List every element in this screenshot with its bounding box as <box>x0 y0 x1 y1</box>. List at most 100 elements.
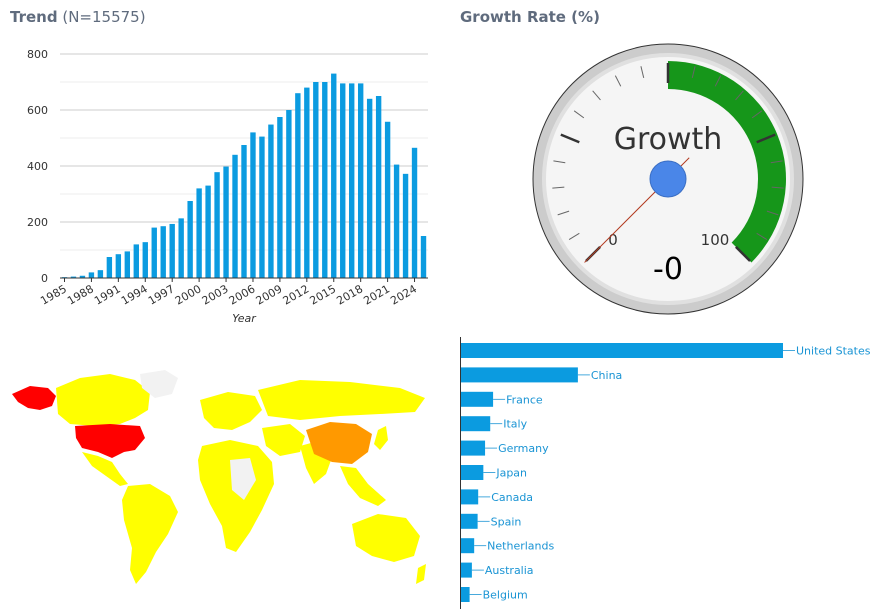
trend-y-tick-label: 800 <box>27 48 48 61</box>
trend-bar <box>402 173 409 278</box>
trend-y-tick-label: 200 <box>27 216 48 229</box>
gauge-value: -0 <box>653 252 683 287</box>
trend-bar <box>223 166 229 278</box>
trend-bar <box>88 272 95 278</box>
gauge-tick <box>557 210 570 216</box>
hbar-label: Spain <box>491 515 522 528</box>
hbar-bar <box>461 416 491 432</box>
hbar-label: Japan <box>495 467 527 480</box>
trend-bar-chart: 0200400600800198519881991199419972000200… <box>27 48 428 325</box>
gauge-tick <box>756 133 776 144</box>
trend-bar <box>322 82 328 278</box>
hbar-bar <box>461 587 470 602</box>
gauge-tick <box>568 232 580 241</box>
gauge-tick <box>553 160 566 164</box>
trend-bar <box>160 226 166 278</box>
trend-bar <box>331 73 337 278</box>
trend-bar <box>187 201 193 278</box>
hbar-label: Belgium <box>483 589 528 602</box>
hbar-bar <box>461 538 475 554</box>
hbar-bar <box>461 562 472 578</box>
trend-bar <box>375 96 382 278</box>
gauge-tick <box>592 90 601 101</box>
map-region-australia <box>352 514 420 562</box>
trend-title-bold: Trend <box>10 8 58 26</box>
trend-bar <box>295 93 301 278</box>
hbar-label: Australia <box>485 564 534 577</box>
hbar-label: China <box>591 369 622 382</box>
trend-bar <box>79 275 86 278</box>
gauge-tick <box>734 245 751 262</box>
gauge-tick <box>714 75 722 87</box>
map-region-south-america <box>122 484 178 584</box>
map-region-greenland <box>140 370 178 398</box>
map-land <box>12 370 426 584</box>
gauge-max-label: 100 <box>701 231 730 249</box>
map-region-united-states <box>75 424 145 458</box>
gauge-tick <box>560 133 580 144</box>
trend-bar <box>232 154 238 278</box>
map-region-alaska <box>12 386 56 410</box>
gauge-tick <box>766 210 779 216</box>
trend-bar <box>133 244 139 278</box>
trend-bar <box>420 236 427 278</box>
trend-bar <box>151 227 157 278</box>
map-region-russia <box>258 380 425 420</box>
map-region-china <box>306 422 372 464</box>
trend-bar <box>313 82 319 278</box>
trend-bar <box>277 117 283 278</box>
country-bar-chart: United States China France Italy Germany Japa… <box>460 337 871 609</box>
gauge-hub <box>649 160 687 198</box>
trend-title: Trend (N=15575) <box>10 8 146 26</box>
trend-bar <box>250 132 256 278</box>
map-region-canada <box>56 374 150 426</box>
trend-bar <box>366 98 373 278</box>
hbar-label: Germany <box>498 442 549 455</box>
gauge-green-band <box>668 61 786 263</box>
gauge-tick <box>614 75 622 87</box>
hbar-label: Canada <box>491 491 533 504</box>
trend-bar <box>178 218 184 278</box>
trend-bar <box>169 223 175 278</box>
hbar-label: France <box>506 393 543 406</box>
trend-bar <box>384 121 391 278</box>
hbar-bar <box>461 440 486 456</box>
map-region-mexico <box>82 452 128 486</box>
trend-bar <box>205 185 211 278</box>
trend-bar <box>214 172 220 278</box>
hbar-bar <box>461 391 494 407</box>
hbar-label: Netherlands <box>487 540 554 553</box>
hbar-label: United States <box>796 345 871 358</box>
map-region-japan <box>374 426 388 450</box>
gauge-tick <box>770 160 783 164</box>
trend-bar <box>70 276 77 278</box>
map-region-southeast-asia <box>340 466 386 506</box>
gauge-label: Growth <box>614 122 723 157</box>
trend-bar <box>142 242 148 278</box>
trend-bar <box>115 254 122 278</box>
map-region-middle-east <box>262 424 305 456</box>
trend-bar <box>286 110 292 278</box>
trend-bar <box>304 87 310 278</box>
trend-title-count: (N=15575) <box>57 8 146 26</box>
trend-bar <box>241 145 247 278</box>
map-region-africa-nodata <box>230 458 256 500</box>
trend-bar <box>340 83 346 279</box>
trend-bar <box>97 270 104 278</box>
world-choropleth-map <box>12 370 426 584</box>
growth-gauge: Growth 0 100 -0 <box>532 43 804 315</box>
map-region-new-zealand <box>416 564 426 584</box>
trend-bar <box>259 136 265 278</box>
hbar-bar <box>461 513 478 529</box>
map-region-europe <box>200 392 262 430</box>
trend-bar <box>393 164 400 278</box>
trend-y-tick-label: 600 <box>27 104 48 117</box>
trend-x-axis-label: Year <box>232 312 257 325</box>
gauge-tick <box>756 232 768 241</box>
gauge-tick <box>751 110 763 119</box>
trend-bar <box>124 251 131 278</box>
trend-bar <box>411 147 418 278</box>
hbar-bar <box>461 343 783 358</box>
gauge-needle <box>584 157 690 263</box>
gauge-tick <box>640 66 645 78</box>
